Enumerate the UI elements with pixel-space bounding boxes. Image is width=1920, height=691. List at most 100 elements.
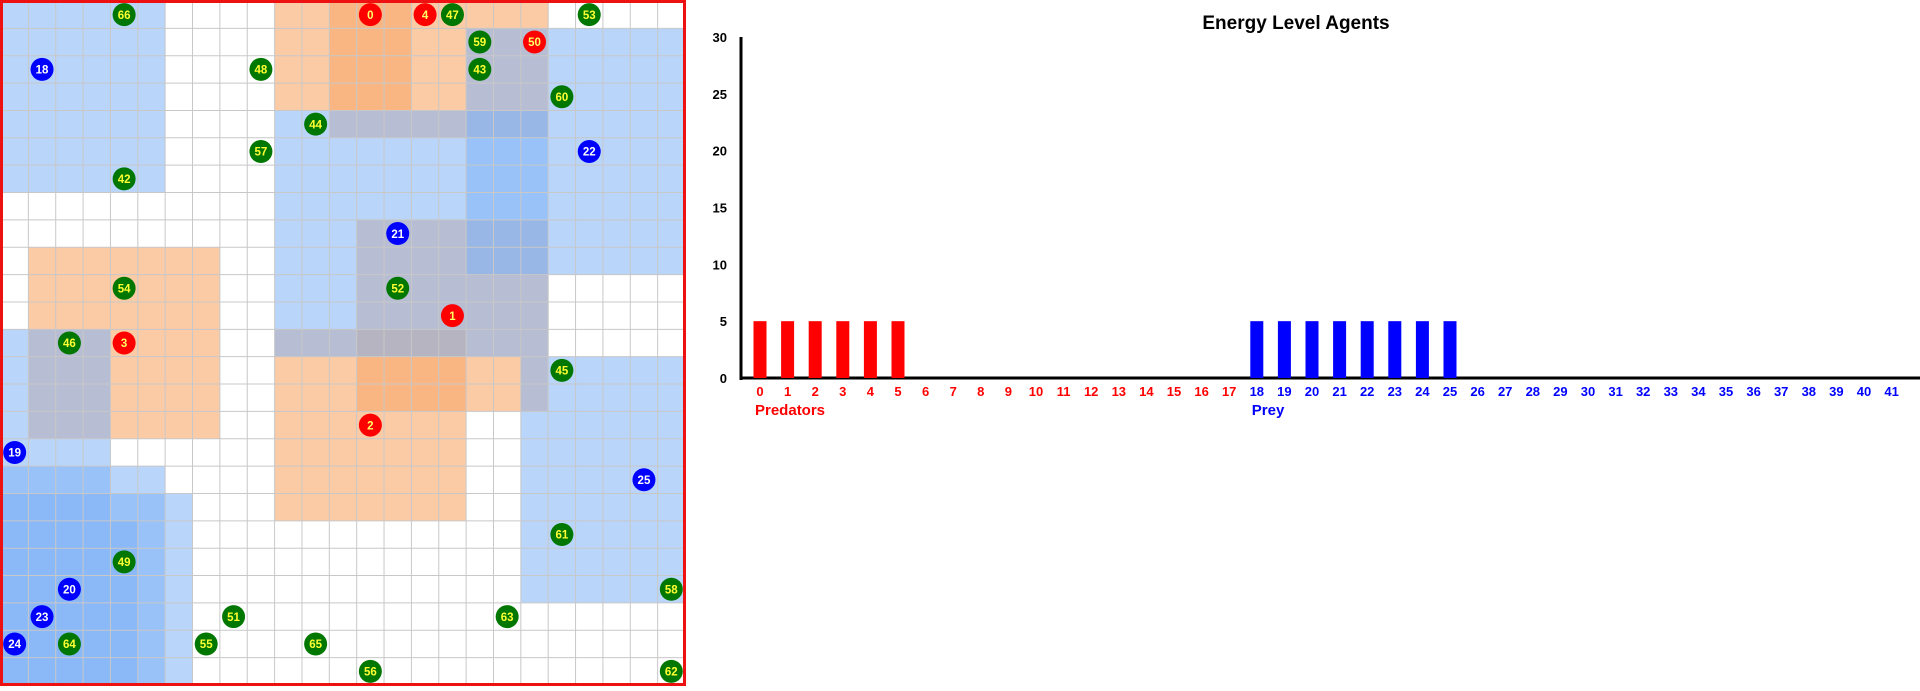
x-tick-label: 36 bbox=[1746, 384, 1760, 399]
x-tick-label: 16 bbox=[1194, 384, 1208, 399]
predator-agent: 0 bbox=[358, 3, 382, 27]
x-tick-label: 14 bbox=[1139, 384, 1154, 399]
prey-agent: 19 bbox=[3, 440, 27, 464]
x-tick-label: 9 bbox=[1005, 384, 1012, 399]
plant-agent-label: 44 bbox=[309, 119, 322, 131]
energy-bar bbox=[1277, 321, 1291, 378]
x-tick-label: 12 bbox=[1084, 384, 1098, 399]
x-tick-label: 7 bbox=[950, 384, 957, 399]
plant-agent: 53 bbox=[577, 3, 601, 27]
prey-agent-label: 22 bbox=[583, 147, 596, 159]
plant-agent: 51 bbox=[222, 605, 246, 629]
x-tick-label: 30 bbox=[1581, 384, 1595, 399]
y-tick-label: 20 bbox=[713, 144, 727, 159]
plant-agent-marker bbox=[440, 3, 464, 27]
energy-bar bbox=[1388, 321, 1402, 378]
predator-agent-label: 1 bbox=[449, 311, 456, 323]
plant-agent: 45 bbox=[550, 358, 574, 382]
x-tick-label: 10 bbox=[1029, 384, 1043, 399]
plant-agent-label: 49 bbox=[118, 557, 131, 569]
plant-agent-marker bbox=[112, 3, 136, 27]
x-tick-label: 0 bbox=[756, 384, 763, 399]
plant-agent-label: 52 bbox=[391, 283, 404, 295]
plant-agent-marker bbox=[249, 57, 273, 81]
grid-lines bbox=[0, 0, 686, 686]
prey-agent-label: 25 bbox=[638, 475, 651, 487]
plant-agent-label: 54 bbox=[118, 283, 131, 295]
x-tick-label: 1 bbox=[784, 384, 791, 399]
plant-agent-marker bbox=[550, 85, 574, 109]
x-tick-label: 32 bbox=[1636, 384, 1650, 399]
plant-agent: 43 bbox=[468, 57, 492, 81]
predator-agent-label: 50 bbox=[528, 37, 541, 49]
plant-agent: 49 bbox=[112, 550, 136, 574]
prey-agent: 18 bbox=[30, 57, 54, 81]
chart-title: Energy Level Agents bbox=[1202, 13, 1389, 34]
energy-bar bbox=[1360, 321, 1374, 378]
x-tick-label: 28 bbox=[1526, 384, 1540, 399]
x-tick-label: 39 bbox=[1829, 384, 1843, 399]
prey-agent-marker bbox=[632, 468, 656, 492]
prey-agent-label: 18 bbox=[36, 65, 49, 77]
x-tick-label: 26 bbox=[1470, 384, 1484, 399]
plant-agent-marker bbox=[659, 577, 683, 601]
x-tick-label: 31 bbox=[1608, 384, 1622, 399]
plant-agent-marker bbox=[659, 659, 683, 683]
x-tick-label: 18 bbox=[1250, 384, 1264, 399]
x-tick-label: 3 bbox=[839, 384, 846, 399]
prey-agent: 23 bbox=[30, 605, 54, 629]
group-label: Prey bbox=[1252, 402, 1285, 419]
plant-agent-label: 59 bbox=[473, 37, 486, 49]
predator-agent-marker bbox=[358, 413, 382, 437]
plant-agent: 60 bbox=[550, 85, 574, 109]
predator-agent-label: 4 bbox=[422, 10, 429, 22]
x-tick-label: 11 bbox=[1057, 384, 1071, 399]
plant-agent-label: 58 bbox=[665, 584, 678, 596]
predator-agent-marker bbox=[523, 30, 547, 54]
predator-agent-marker bbox=[112, 331, 136, 355]
plant-agent-marker bbox=[577, 3, 601, 27]
prey-agent-label: 19 bbox=[8, 448, 21, 460]
predator-agent-marker bbox=[440, 304, 464, 328]
plant-agent: 56 bbox=[358, 659, 382, 683]
x-tick-label: 6 bbox=[922, 384, 929, 399]
plant-agent-label: 65 bbox=[309, 639, 322, 651]
plant-agent-label: 47 bbox=[446, 10, 459, 22]
plant-agent-marker bbox=[358, 659, 382, 683]
energy-bar bbox=[1305, 321, 1319, 378]
y-tick-label: 0 bbox=[720, 371, 727, 386]
prey-agent-marker bbox=[3, 440, 27, 464]
plant-agent-label: 62 bbox=[665, 667, 678, 679]
plant-agent: 47 bbox=[440, 3, 464, 27]
plant-agent: 48 bbox=[249, 57, 273, 81]
plant-agent: 64 bbox=[57, 632, 81, 656]
x-tick-label: 41 bbox=[1884, 384, 1898, 399]
plant-agent: 46 bbox=[57, 331, 81, 355]
prey-agent-label: 20 bbox=[63, 584, 76, 596]
plant-agent-label: 63 bbox=[501, 612, 514, 624]
x-tick-label: 23 bbox=[1388, 384, 1402, 399]
plant-agent-label: 43 bbox=[473, 65, 486, 77]
plant-agent: 66 bbox=[112, 3, 136, 27]
x-tick-label: 29 bbox=[1553, 384, 1567, 399]
energy-bar bbox=[836, 321, 850, 378]
prey-agent-label: 24 bbox=[8, 639, 21, 651]
plant-agent-label: 42 bbox=[118, 174, 131, 186]
plant-agent-marker bbox=[550, 523, 574, 547]
plant-agent: 58 bbox=[659, 577, 683, 601]
x-tick-label: 27 bbox=[1498, 384, 1512, 399]
energy-bar bbox=[781, 321, 795, 378]
plant-agent-label: 48 bbox=[255, 65, 268, 77]
grid-border bbox=[0, 0, 686, 686]
plant-agent-marker bbox=[112, 550, 136, 574]
plant-agent-label: 56 bbox=[364, 667, 377, 679]
x-tick-label: 24 bbox=[1415, 384, 1430, 399]
plant-agent-label: 53 bbox=[583, 10, 596, 22]
y-tick-label: 25 bbox=[713, 87, 727, 102]
x-tick-label: 35 bbox=[1719, 384, 1733, 399]
predator-agent: 1 bbox=[440, 304, 464, 328]
plant-agent: 54 bbox=[112, 276, 136, 300]
plant-agent: 63 bbox=[495, 605, 519, 629]
prey-agent: 24 bbox=[3, 632, 27, 656]
